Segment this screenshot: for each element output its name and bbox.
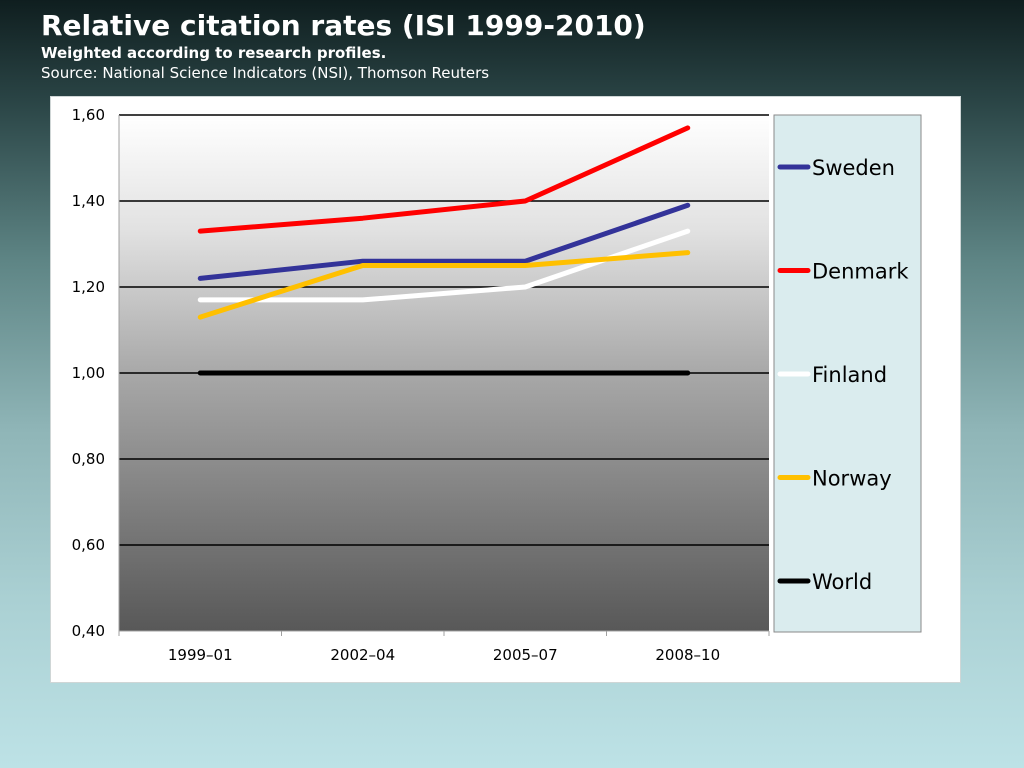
series-lines (197, 125, 691, 376)
legend-label: World (812, 570, 872, 594)
y-tick-label: 0,80 (72, 450, 105, 468)
y-tick-label: 1,00 (72, 364, 105, 382)
legend-label: Norway (812, 467, 892, 491)
y-tick-label: 0,40 (72, 622, 105, 640)
axes: 0,40 0,60 0,80 1,00 1,20 1,40 1,60 1999–01 2002–… (72, 106, 770, 664)
chart-panel: 0,40 0,60 0,80 1,00 1,20 1,40 1,60 1999–01 2002–… (50, 96, 961, 683)
y-tick-label: 0,60 (72, 536, 105, 554)
slide-subtitle: Weighted according to research profiles. (41, 44, 387, 62)
y-tick-label: 1,60 (72, 106, 105, 124)
x-tick-label: 2008–10 (655, 646, 720, 664)
line-chart: 0,40 0,60 0,80 1,00 1,20 1,40 1,60 1999–01 2002–… (72, 106, 922, 664)
y-tick-label: 1,20 (72, 278, 105, 296)
series-line-norway (197, 250, 691, 320)
slide-title: Relative citation rates (ISI 1999-2010) (41, 9, 646, 42)
legend-label: Finland (812, 363, 887, 387)
legend-label: Sweden (812, 156, 895, 180)
x-tick-label: 2002–04 (330, 646, 395, 664)
slide-header: Relative citation rates (ISI 1999-2010) … (41, 8, 646, 83)
x-tick-label: 1999–01 (168, 646, 233, 664)
slide-source: Source: National Science Indicators (NSI… (41, 64, 490, 82)
y-tick-label: 1,40 (72, 192, 105, 210)
series-line-sweden (197, 202, 691, 281)
series-line-denmark (197, 125, 691, 234)
x-tick-label: 2005–07 (493, 646, 558, 664)
legend: Sweden Denmark Finland Norway World (773, 114, 922, 633)
legend-label: Denmark (812, 260, 909, 284)
